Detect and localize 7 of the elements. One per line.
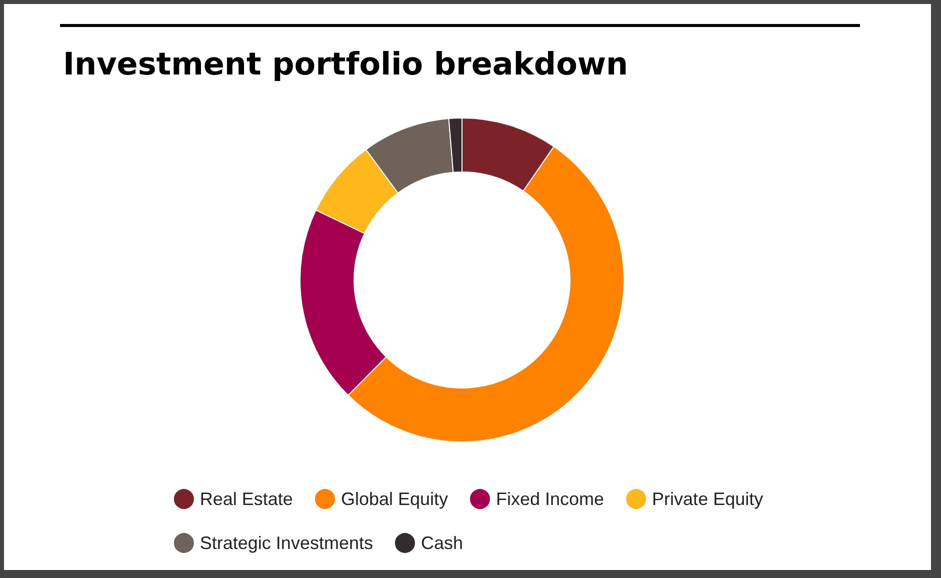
legend-label: Cash (420, 533, 464, 553)
legend-label: Private Equity (652, 489, 764, 509)
chart-title: Investment portfolio breakdown (63, 46, 628, 82)
legend-label: Fixed Income (496, 489, 604, 509)
legend-label: Real Estate (200, 489, 293, 509)
legend-label: Strategic Investments (200, 533, 373, 553)
legend-label: Global Equity (340, 489, 448, 509)
